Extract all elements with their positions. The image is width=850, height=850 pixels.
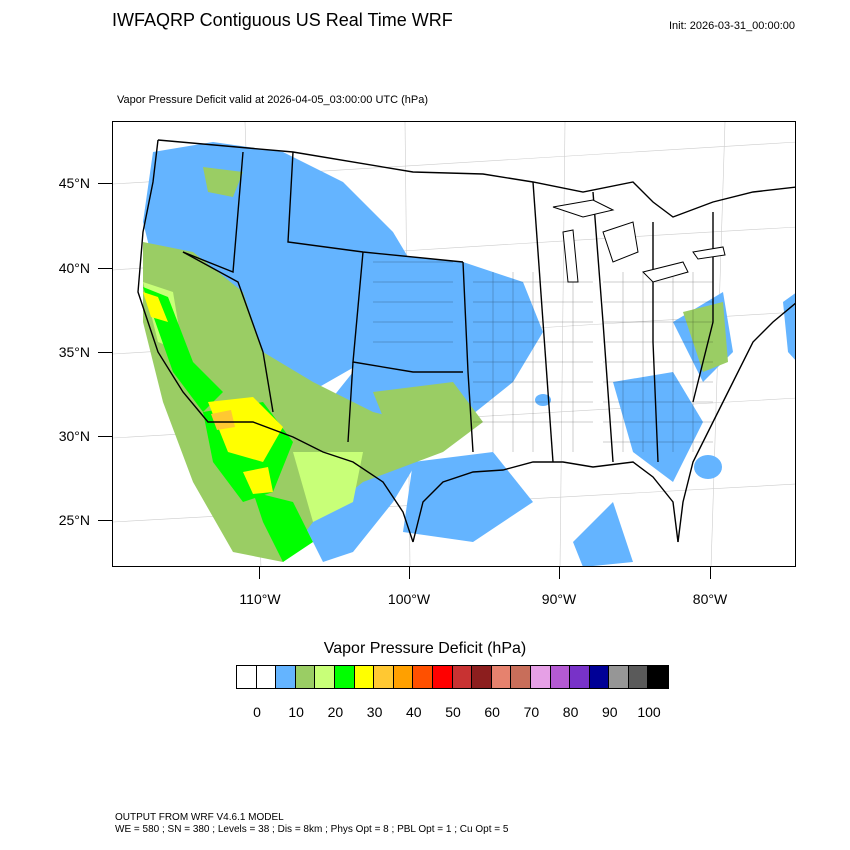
lat-label-45n: 45°N — [58, 175, 90, 191]
map-title: IWFAQRP Contiguous US Real Time WRF — [112, 10, 453, 30]
vpd-shading — [143, 142, 795, 566]
great-lakes — [552, 199, 726, 283]
colorbar-title: Vapor Pressure Deficit (hPa) — [323, 640, 527, 657]
footer-config: WE = 580 ; SN = 380 ; Levels = 38 ; Dis … — [115, 824, 509, 835]
lon-label-110w: 110°W — [239, 591, 281, 607]
colorbar-label: 30 — [366, 704, 383, 720]
colorbar-box — [589, 666, 610, 688]
colorbar-box — [491, 666, 512, 688]
lat-tick — [98, 520, 112, 521]
lon-label-100w: 100°W — [387, 591, 431, 607]
colorbar-box — [393, 666, 414, 688]
colorbar-box — [237, 666, 257, 688]
lat-tick — [98, 436, 112, 437]
colorbar-box — [452, 666, 473, 688]
lat-tick — [98, 183, 112, 184]
colorbar-label: 80 — [562, 704, 579, 720]
lat-label-40n: 40°N — [58, 260, 90, 276]
lat-label-25n: 25°N — [58, 512, 90, 528]
vpd-map-graphic — [113, 122, 795, 566]
lon-tick — [710, 567, 711, 579]
lon-label-80w: 80°W — [692, 591, 728, 607]
county-lines — [373, 261, 713, 452]
colorbar-box — [354, 666, 375, 688]
colorbar-box — [432, 666, 453, 688]
field-subtitle: Vapor Pressure Deficit valid at 2026-04-… — [117, 94, 429, 106]
colorbar-box — [609, 666, 629, 688]
colorbar-label: 20 — [327, 704, 344, 720]
lon-tick — [409, 567, 410, 579]
lon-label-90w: 90°W — [541, 591, 577, 607]
colorbar-label: 50 — [445, 704, 461, 720]
colorbar-box — [413, 666, 433, 688]
colorbar-box — [315, 666, 335, 688]
colorbar-label: 60 — [484, 704, 500, 720]
colorbar-label: 10 — [288, 704, 304, 720]
colorbar-box — [374, 666, 394, 688]
lon-tick — [259, 567, 260, 579]
colorbar — [236, 665, 670, 689]
footer-model: OUTPUT FROM WRF V4.6.1 MODEL — [115, 812, 284, 823]
colorbar-box — [472, 666, 492, 688]
colorbar-box — [570, 666, 590, 688]
colorbar-label: 0 — [253, 704, 261, 720]
colorbar-box — [530, 666, 551, 688]
colorbar-box — [276, 666, 296, 688]
colorbar-label: 100 — [637, 704, 661, 720]
colorbar-box — [511, 666, 531, 688]
lat-tick — [98, 268, 112, 269]
colorbar-box — [334, 666, 355, 688]
colorbar-box — [256, 666, 277, 688]
colorbar-box — [628, 666, 649, 688]
colorbar-box — [648, 666, 669, 688]
colorbar-label: 90 — [602, 704, 618, 720]
colorbar-box — [295, 666, 316, 688]
colorbar-label: 40 — [406, 704, 422, 720]
lon-tick — [559, 567, 560, 579]
colorbar-label: 70 — [523, 704, 540, 720]
map-panel — [112, 121, 796, 567]
lat-label-30n: 30°N — [58, 428, 90, 444]
colorbar-box — [550, 666, 571, 688]
init-time: Init: 2026-03-31_00:00:00 — [669, 20, 795, 32]
lat-label-35n: 35°N — [58, 344, 90, 360]
lat-tick — [98, 352, 112, 353]
